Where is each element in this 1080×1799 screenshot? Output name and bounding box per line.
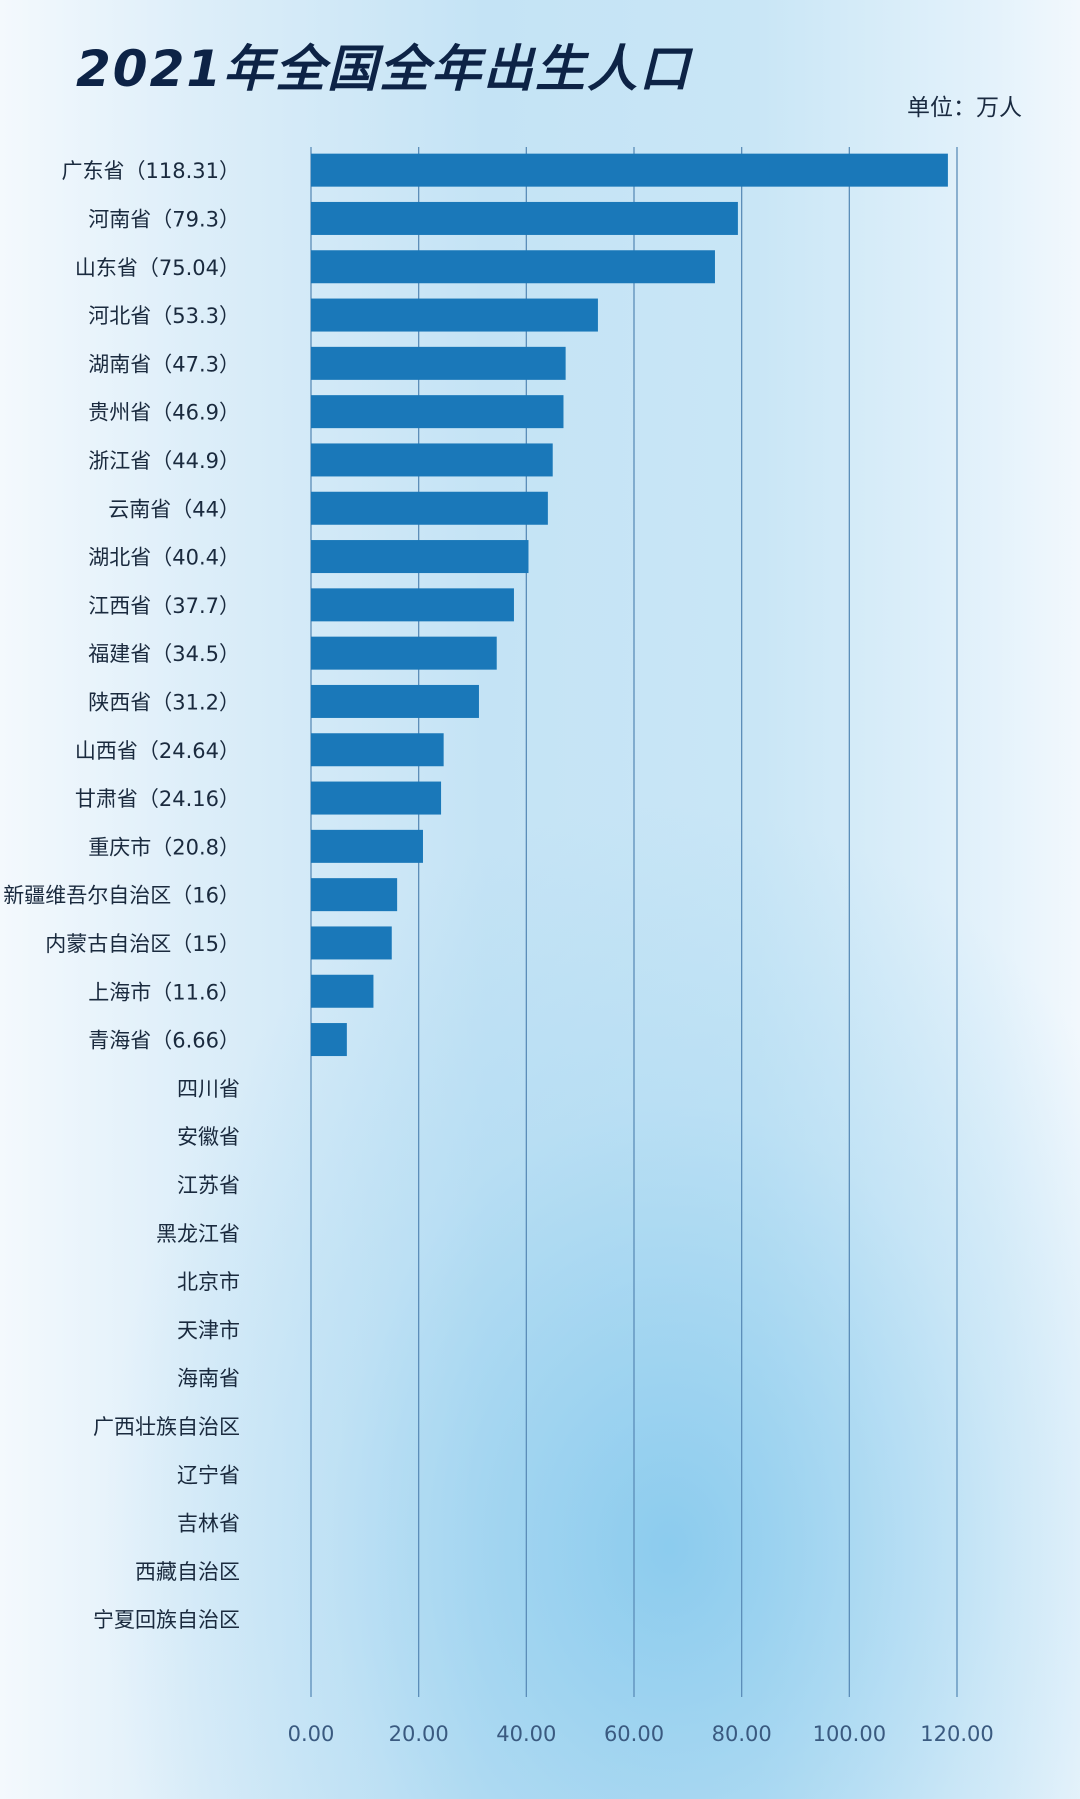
bars xyxy=(311,153,948,1057)
x-tick-labels: 0.00 20.00 40.00 60.00 80.00 100.00 120.00 xyxy=(288,1722,994,1746)
category-label: 甘肃省（24.16） xyxy=(75,787,240,811)
bar xyxy=(311,250,715,284)
category-label: 广东省（118.31） xyxy=(62,159,240,183)
x-tick-label: 60.00 xyxy=(604,1722,664,1746)
category-label: 湖南省（47.3） xyxy=(88,352,240,376)
category-label: 上海市（11.6） xyxy=(88,980,240,1004)
bar xyxy=(311,298,598,332)
bar xyxy=(311,491,548,525)
category-labels: 广东省（118.31） 河南省（79.3） 山东省（75.04） 河北省（53.3） 湖… xyxy=(3,159,240,1632)
category-label: 黑龙江省 xyxy=(156,1222,240,1246)
bar xyxy=(311,395,564,429)
category-label: 河北省（53.3） xyxy=(88,304,240,328)
unit-label: 单位：万人 xyxy=(907,95,1022,121)
category-label: 江苏省 xyxy=(177,1173,240,1197)
bar xyxy=(311,829,423,863)
category-label: 北京市 xyxy=(177,1270,240,1294)
category-label: 重庆市（20.8） xyxy=(88,835,240,859)
category-label: 内蒙古自治区（15） xyxy=(45,932,240,956)
bar xyxy=(311,588,514,622)
category-label: 四川省 xyxy=(177,1077,240,1101)
category-label: 福建省（34.5） xyxy=(88,642,240,666)
x-tick-label: 100.00 xyxy=(813,1722,886,1746)
category-label: 河南省（79.3） xyxy=(88,207,240,231)
category-label: 山西省（24.64） xyxy=(75,739,240,763)
x-tick-label: 20.00 xyxy=(389,1722,449,1746)
bar xyxy=(311,684,479,718)
category-label: 广西壮族自治区 xyxy=(93,1415,240,1439)
bar xyxy=(311,878,398,912)
x-tick-label: 40.00 xyxy=(496,1722,556,1746)
bar xyxy=(311,636,497,670)
category-label: 天津市 xyxy=(177,1318,240,1342)
category-label: 安徽省 xyxy=(177,1125,240,1149)
bar xyxy=(311,974,374,1008)
category-label: 西藏自治区 xyxy=(135,1560,240,1584)
category-label: 湖北省（40.4） xyxy=(88,546,240,570)
bar xyxy=(311,540,529,574)
category-label: 陕西省（31.2） xyxy=(88,690,240,714)
chart-title: 2021年全国全年出生人口 xyxy=(76,40,692,98)
category-label: 吉林省 xyxy=(177,1512,240,1536)
bar xyxy=(311,1023,347,1057)
bar xyxy=(311,443,553,477)
bar xyxy=(311,346,566,380)
x-tick-label: 80.00 xyxy=(712,1722,772,1746)
category-label: 江西省（37.7） xyxy=(88,594,240,618)
x-tick-label: 120.00 xyxy=(920,1722,993,1746)
bar xyxy=(311,153,948,187)
category-label: 新疆维吾尔自治区（16） xyxy=(3,884,240,908)
category-label: 宁夏回族自治区 xyxy=(93,1608,240,1632)
bar xyxy=(311,201,738,235)
bar xyxy=(311,733,444,767)
x-tick-label: 0.00 xyxy=(288,1722,335,1746)
category-label: 贵州省（46.9） xyxy=(88,401,240,425)
category-label: 海南省 xyxy=(177,1367,240,1391)
category-label: 浙江省（44.9） xyxy=(88,449,240,473)
category-label: 云南省（44） xyxy=(108,497,240,521)
category-label: 青海省（6.66） xyxy=(88,1029,240,1053)
bar xyxy=(311,926,392,960)
bar xyxy=(311,781,442,815)
category-label: 山东省（75.04） xyxy=(75,256,240,280)
category-label: 辽宁省 xyxy=(177,1463,240,1487)
